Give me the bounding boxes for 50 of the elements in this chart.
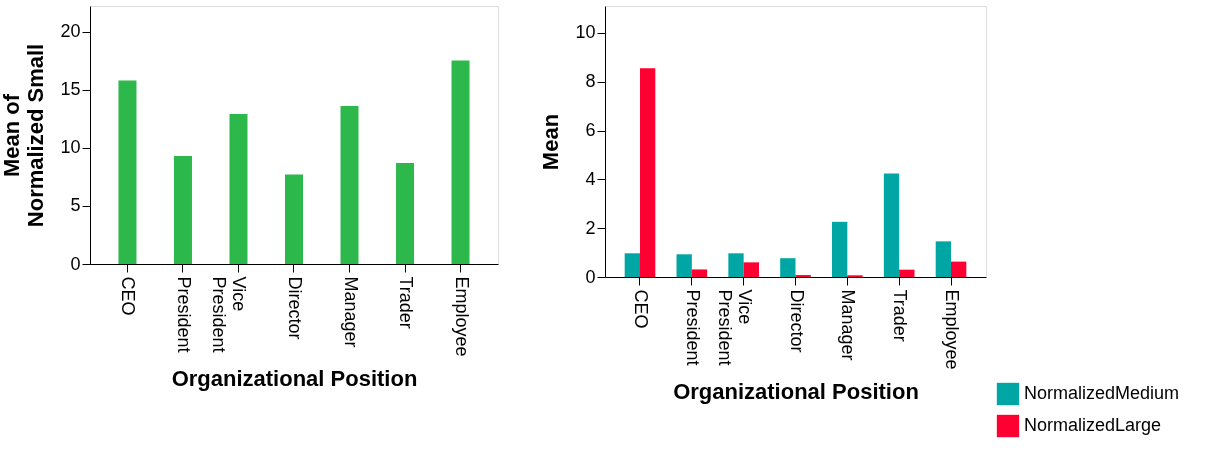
x-tick-label: Vice President <box>209 276 250 353</box>
x-tick-label: Director <box>786 289 807 353</box>
x-tick-label: CEO <box>118 276 139 316</box>
y-tick-label: 0 <box>585 266 596 287</box>
y-tick-label: 8 <box>585 71 596 92</box>
x-tick-label: President <box>682 289 703 366</box>
bar <box>624 253 640 277</box>
bar <box>285 174 303 264</box>
y-tick-label: 10 <box>575 22 596 43</box>
bar <box>728 253 744 277</box>
bar <box>780 258 796 277</box>
bar <box>743 262 759 277</box>
x-tick-label: CEO <box>630 289 651 329</box>
y-tick-label: 20 <box>60 21 81 42</box>
bar <box>229 114 248 264</box>
bar <box>396 162 415 264</box>
y-tick-label: 6 <box>585 120 596 141</box>
x-axis-title: Organizational Position <box>673 378 919 404</box>
y-tick-label: 2 <box>585 217 596 238</box>
bar <box>899 269 915 277</box>
bar <box>935 241 952 277</box>
y-tick-label: 15 <box>60 79 81 100</box>
y-tick-label: 5 <box>70 195 81 216</box>
x-tick-label: President <box>173 276 194 353</box>
x-tick-label: Trader <box>890 289 911 342</box>
legend-label: NormalizedLarge <box>1024 415 1162 435</box>
bar <box>639 68 656 277</box>
y-tick-label: 4 <box>585 168 596 189</box>
y-tick-label: 10 <box>60 137 81 158</box>
x-axis-title: Organizational Position <box>171 365 418 391</box>
bar <box>118 80 137 264</box>
bar <box>173 155 192 264</box>
x-tick-label: Manager <box>838 289 859 361</box>
y-axis-title: Mean of Normalized Small <box>0 43 49 228</box>
y-axis-title: Mean <box>538 113 564 171</box>
bar <box>691 269 708 277</box>
x-tick-label: Vice President <box>714 289 755 366</box>
x-tick-label: Manager <box>340 276 361 348</box>
x-tick-label: Employee <box>451 276 472 357</box>
x-tick-label: Employee <box>942 289 963 370</box>
bar <box>676 254 692 277</box>
bar <box>832 221 848 277</box>
legend-label: NormalizedMedium <box>1024 383 1180 403</box>
y-tick-label: 0 <box>70 253 81 274</box>
x-tick-label: Trader <box>396 276 417 329</box>
bar <box>951 261 967 277</box>
x-tick-label: Director <box>285 276 305 340</box>
bar <box>883 173 900 277</box>
bar <box>451 60 470 264</box>
bar <box>340 105 359 264</box>
